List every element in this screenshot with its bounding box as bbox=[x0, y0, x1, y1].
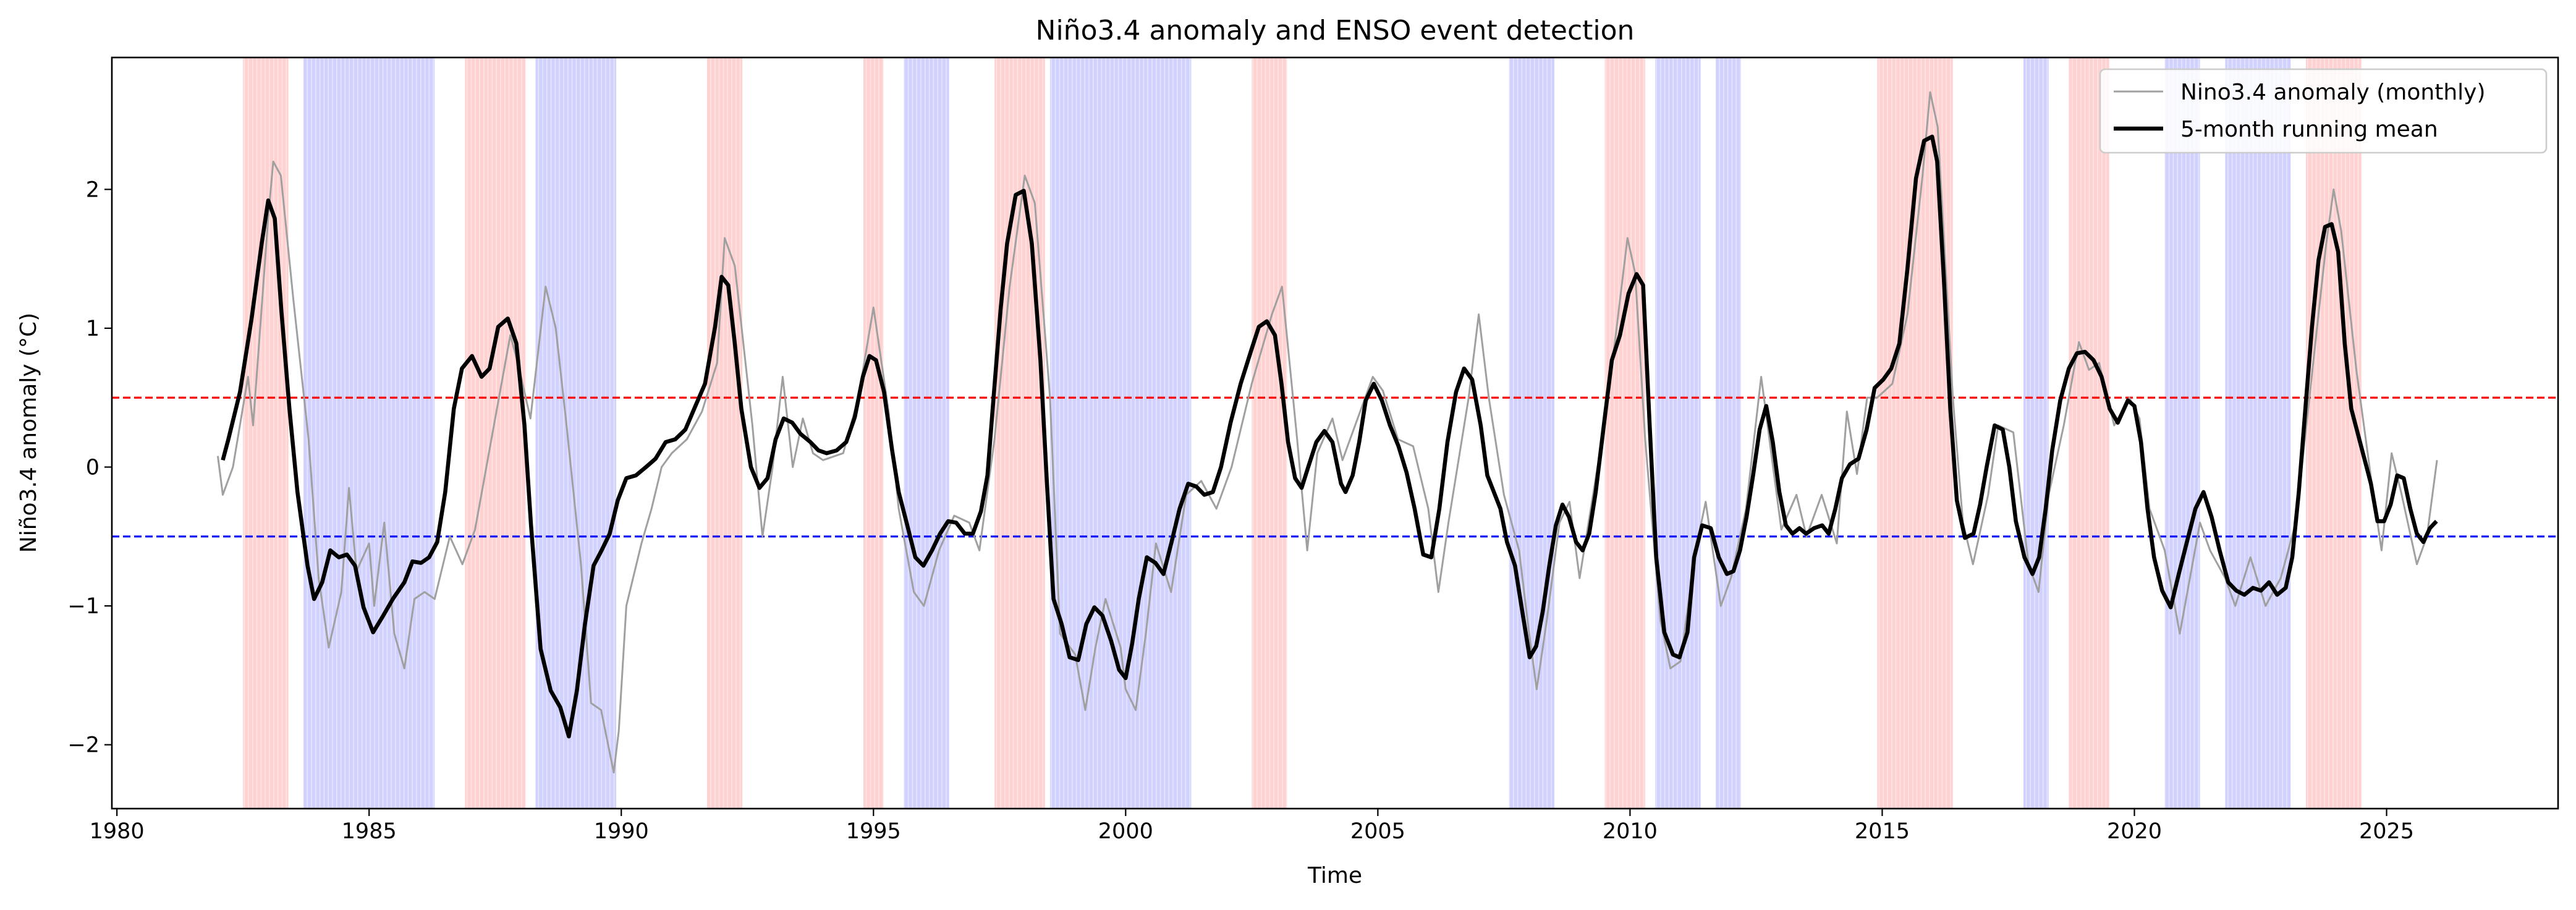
legend-label-running-mean: 5-month running mean bbox=[2180, 117, 2438, 142]
la-nina-span-stripes bbox=[2164, 57, 2200, 809]
el-nino-span-stripes bbox=[2305, 57, 2362, 809]
x-tick-label: 2015 bbox=[1855, 819, 1910, 844]
y-axis: −2 −1 0 1 2 bbox=[67, 177, 112, 758]
y-tick-label: −2 bbox=[67, 733, 100, 758]
la-nina-span-stripes bbox=[1509, 57, 1554, 809]
el-nino-span-stripes bbox=[2069, 57, 2109, 809]
y-tick-label: 2 bbox=[86, 177, 100, 202]
x-tick-label: 1995 bbox=[846, 819, 901, 844]
el-nino-span-stripes bbox=[1604, 57, 1645, 809]
la-nina-span-stripes bbox=[1655, 57, 1701, 809]
y-tick-label: −1 bbox=[67, 594, 100, 619]
legend: Nino3.4 anomaly (monthly) 5-month runnin… bbox=[2099, 68, 2548, 154]
x-tick-label: 2020 bbox=[2107, 819, 2162, 844]
enso-event-spans bbox=[243, 57, 2362, 809]
x-tick-label: 1985 bbox=[342, 819, 397, 844]
monthly-anomaly-line bbox=[216, 91, 2438, 774]
y-tick-label: 0 bbox=[86, 456, 100, 480]
el-nino-span-stripes bbox=[465, 57, 526, 809]
la-nina-span-stripes bbox=[303, 57, 435, 809]
el-nino-span-stripes bbox=[863, 57, 884, 809]
x-tick-label: 2010 bbox=[1603, 819, 1658, 844]
la-nina-span-stripes bbox=[2225, 57, 2291, 809]
el-nino-span-stripes bbox=[243, 57, 289, 809]
x-axis: 1980 1985 1990 1995 2000 2005 2010 2015 2020 2025 bbox=[90, 809, 2414, 844]
la-nina-span-stripes bbox=[904, 57, 949, 809]
plot-frame bbox=[111, 56, 2559, 810]
chart-title: Niño3.4 anomaly and ENSO event detection bbox=[1036, 15, 1635, 46]
y-axis-label: Niño3.4 anomaly (°C) bbox=[16, 313, 41, 553]
x-tick-label: 1980 bbox=[90, 819, 145, 844]
series-lines bbox=[216, 91, 2438, 774]
legend-box bbox=[2099, 68, 2548, 154]
y-tick-label: 1 bbox=[86, 317, 100, 341]
x-tick-label: 2025 bbox=[2359, 819, 2414, 844]
la-nina-span-stripes bbox=[1049, 57, 1192, 809]
x-axis-label: Time bbox=[1307, 863, 1362, 888]
running-mean-line bbox=[221, 134, 2438, 739]
legend-label-monthly: Nino3.4 anomaly (monthly) bbox=[2180, 80, 2486, 105]
x-tick-label: 1990 bbox=[594, 819, 649, 844]
la-nina-span-stripes bbox=[2023, 57, 2049, 809]
x-tick-label: 2000 bbox=[1098, 819, 1153, 844]
el-nino-span-stripes bbox=[1252, 57, 1287, 809]
el-nino-span-stripes bbox=[994, 57, 1045, 809]
la-nina-span-stripes bbox=[1716, 57, 1741, 809]
el-nino-span-stripes bbox=[1877, 57, 1953, 809]
x-tick-label: 2005 bbox=[1350, 819, 1405, 844]
el-nino-span-stripes bbox=[706, 57, 743, 809]
